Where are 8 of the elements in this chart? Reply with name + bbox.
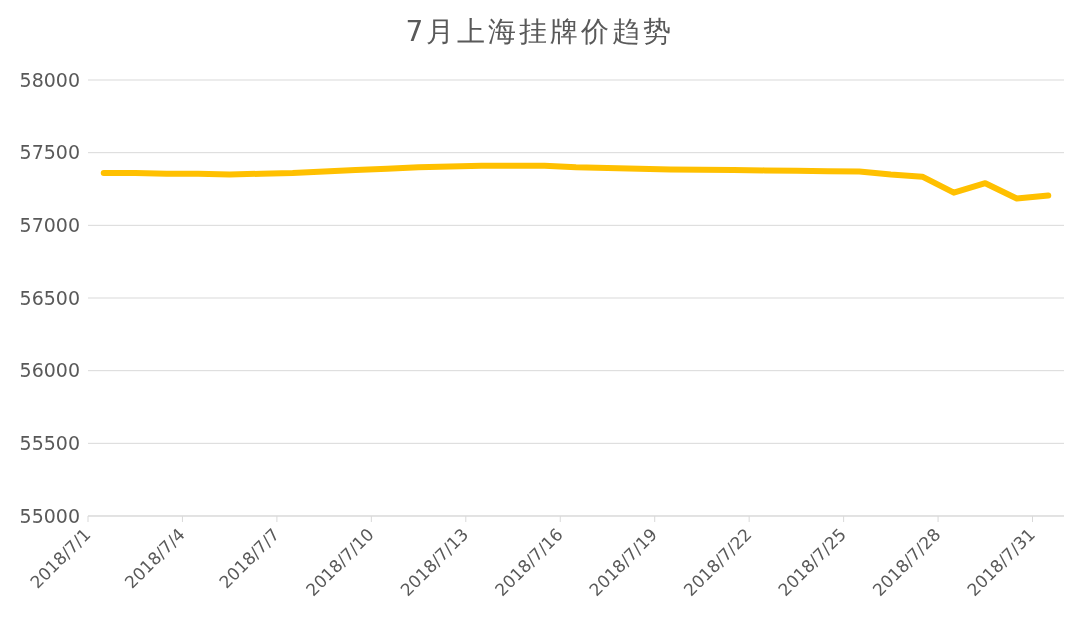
y-tick-label: 55000 (19, 504, 80, 527)
y-tick-label: 55500 (19, 432, 80, 455)
y-tick-label: 56500 (19, 286, 80, 309)
y-tick-label: 56000 (19, 359, 80, 382)
y-tick-label: 57000 (19, 214, 80, 237)
y-tick-label: 58000 (19, 68, 80, 91)
chart-title: 7月上海挂牌价趋势 (404, 14, 676, 50)
y-tick-label: 57500 (19, 141, 80, 164)
